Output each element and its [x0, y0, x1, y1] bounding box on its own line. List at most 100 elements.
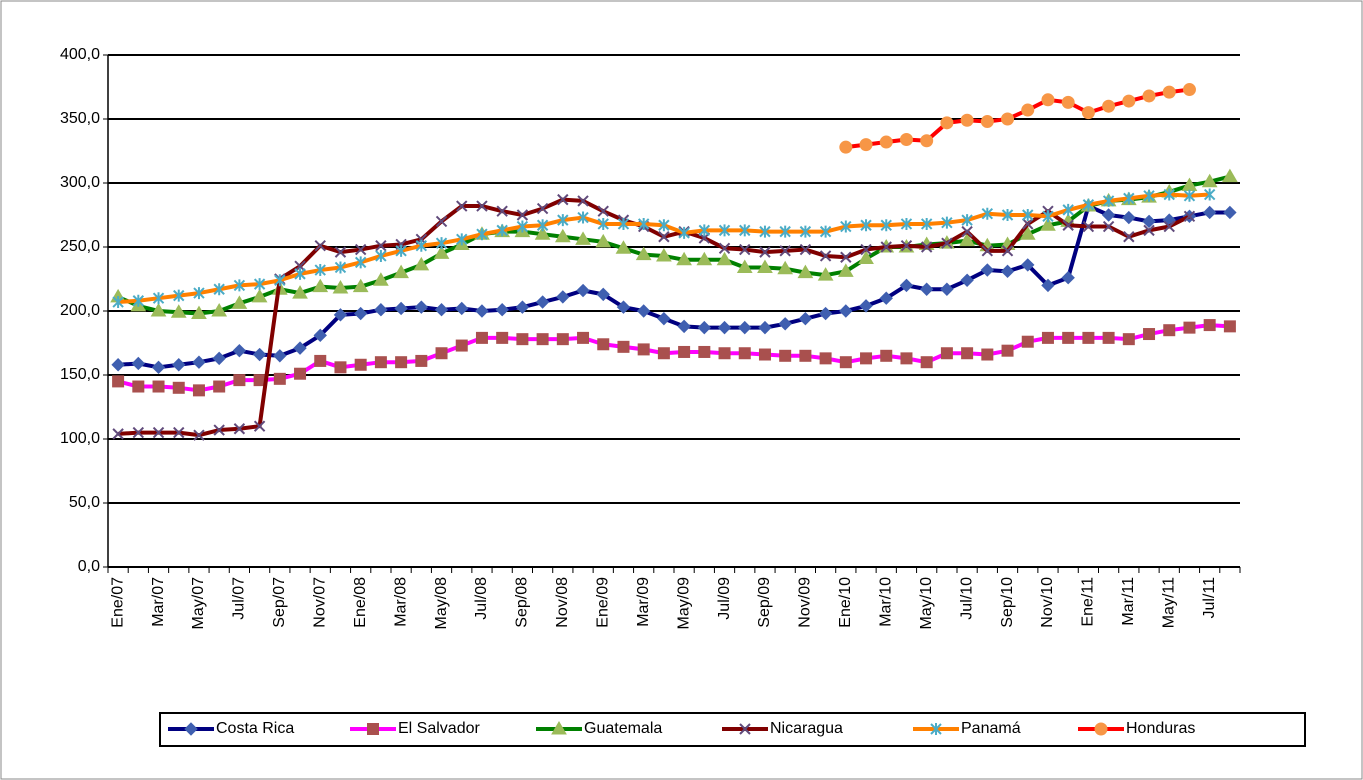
marker: [394, 301, 408, 316]
marker: [1021, 335, 1034, 348]
marker: [374, 303, 388, 317]
marker: [395, 356, 408, 369]
marker: [1001, 245, 1014, 257]
marker: [635, 246, 652, 261]
x-tick-label: Sep/09: [756, 577, 773, 628]
marker: [1041, 93, 1055, 107]
marker: [374, 356, 387, 369]
x-tick-label: Sep/08: [514, 577, 531, 628]
x-tick-label: Mar/10: [877, 577, 894, 627]
marker: [170, 304, 187, 318]
marker: [112, 428, 124, 440]
marker: [617, 340, 630, 353]
x-tick-label: Nov/08: [554, 577, 571, 628]
marker: [556, 290, 570, 304]
marker: [292, 285, 308, 299]
marker: [941, 216, 953, 229]
marker: [1203, 319, 1216, 332]
marker: [900, 217, 913, 230]
marker: [920, 241, 933, 253]
y-tick-label: 150,0: [60, 366, 100, 383]
marker: [1001, 112, 1015, 126]
marker: [818, 306, 833, 321]
marker: [1122, 94, 1136, 108]
marker: [251, 288, 268, 303]
marker: [637, 343, 650, 356]
y-tick-label: 100,0: [60, 430, 100, 447]
marker: [1040, 217, 1056, 231]
y-tick-label: 50,0: [69, 494, 100, 511]
x-tick-label: Mar/11: [1120, 577, 1137, 626]
marker: [779, 245, 791, 257]
marker: [798, 311, 813, 326]
y-tick-label: 250,0: [60, 238, 100, 255]
x-tick-label: May/11: [1160, 577, 1177, 628]
x-tick-label: Jul/11: [1201, 577, 1218, 619]
x-tick-label: Sep/10: [999, 577, 1016, 628]
marker: [233, 279, 246, 292]
marker: [536, 202, 549, 215]
legend-label: Guatemala: [584, 720, 662, 737]
marker: [476, 200, 488, 212]
marker: [840, 220, 852, 233]
marker: [375, 249, 387, 262]
marker: [778, 317, 792, 331]
marker: [657, 347, 670, 360]
marker: [860, 219, 872, 232]
marker: [597, 217, 609, 230]
marker: [536, 219, 549, 232]
marker: [1082, 331, 1095, 344]
marker: [192, 384, 205, 397]
marker: [879, 135, 893, 149]
marker: [1222, 168, 1238, 183]
marker: [920, 356, 933, 369]
marker: [475, 304, 489, 318]
marker: [940, 347, 953, 360]
marker: [658, 231, 670, 243]
marker: [980, 115, 994, 129]
marker: [413, 256, 430, 271]
marker: [1001, 209, 1014, 221]
marker: [353, 306, 368, 321]
marker: [899, 132, 913, 146]
marker: [799, 225, 812, 238]
marker: [981, 245, 994, 257]
marker: [1202, 205, 1217, 220]
marker: [1123, 231, 1135, 243]
marker: [516, 209, 529, 221]
marker: [900, 352, 913, 365]
marker: [658, 219, 670, 232]
marker: [333, 308, 348, 322]
marker: [1122, 210, 1136, 225]
marker: [151, 360, 166, 375]
marker: [334, 261, 347, 274]
marker: [718, 224, 731, 237]
marker: [941, 237, 953, 249]
marker: [738, 347, 751, 360]
marker: [1041, 331, 1054, 344]
marker: [1062, 203, 1074, 216]
marker: [273, 372, 286, 385]
marker: [859, 299, 873, 313]
x-tick-label: Ene/11: [1080, 577, 1097, 627]
marker: [1022, 209, 1034, 221]
marker: [132, 426, 145, 439]
marker: [616, 300, 631, 314]
marker: [192, 355, 206, 369]
marker: [1143, 224, 1155, 237]
marker: [415, 239, 428, 252]
marker: [274, 274, 286, 287]
marker: [739, 723, 751, 735]
marker: [1142, 214, 1156, 229]
marker: [697, 320, 712, 335]
x-tick-label: Nov/09: [797, 577, 814, 628]
marker: [577, 195, 589, 207]
marker: [880, 241, 892, 253]
marker: [677, 319, 691, 334]
marker: [515, 300, 530, 314]
marker: [636, 304, 651, 318]
marker: [131, 356, 146, 371]
marker: [434, 303, 449, 317]
marker: [860, 243, 872, 256]
